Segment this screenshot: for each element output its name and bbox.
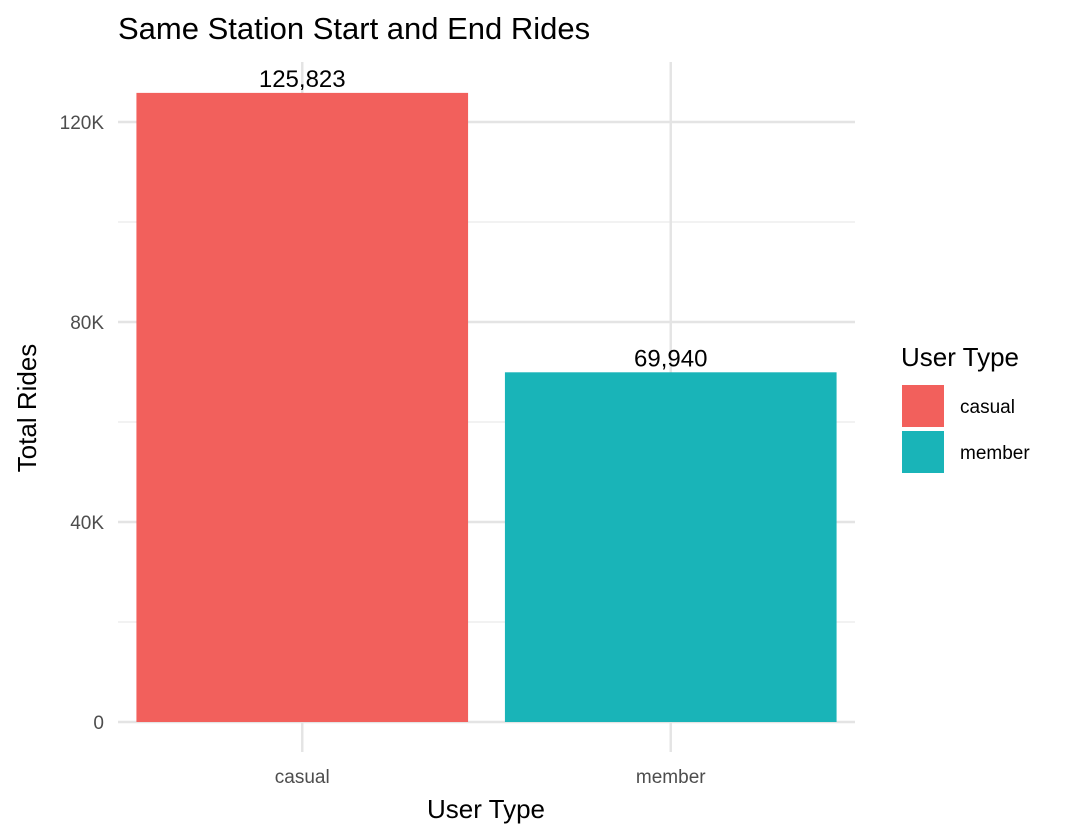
bar-casual bbox=[136, 92, 469, 722]
x-tick-label: member bbox=[636, 767, 706, 788]
legend-label-member: member bbox=[960, 443, 1030, 464]
legend-swatch-casual bbox=[902, 385, 944, 427]
y-tick-label: 0 bbox=[93, 713, 104, 734]
data-label-casual: 125,823 bbox=[259, 66, 346, 93]
y-tick-label: 80K bbox=[70, 313, 104, 334]
bars: 125,823 69,940 bbox=[136, 66, 837, 722]
bar-member bbox=[504, 372, 837, 722]
data-label-member: 69,940 bbox=[634, 345, 707, 372]
chart-title: Same Station Start and End Rides bbox=[118, 11, 590, 46]
legend: User Type casual member bbox=[901, 342, 1030, 473]
legend-label-casual: casual bbox=[960, 397, 1015, 418]
x-axis-ticks: casual member bbox=[275, 767, 706, 788]
y-tick-label: 40K bbox=[70, 513, 104, 534]
y-tick-label: 120K bbox=[60, 113, 105, 134]
y-axis-title: Total Rides bbox=[12, 344, 42, 473]
x-tick-label: casual bbox=[275, 767, 330, 788]
x-axis-title: User Type bbox=[427, 794, 545, 824]
legend-swatch-member bbox=[902, 431, 944, 473]
legend-title: User Type bbox=[901, 342, 1019, 372]
y-axis-ticks: 0 40K 80K 120K bbox=[60, 113, 105, 734]
